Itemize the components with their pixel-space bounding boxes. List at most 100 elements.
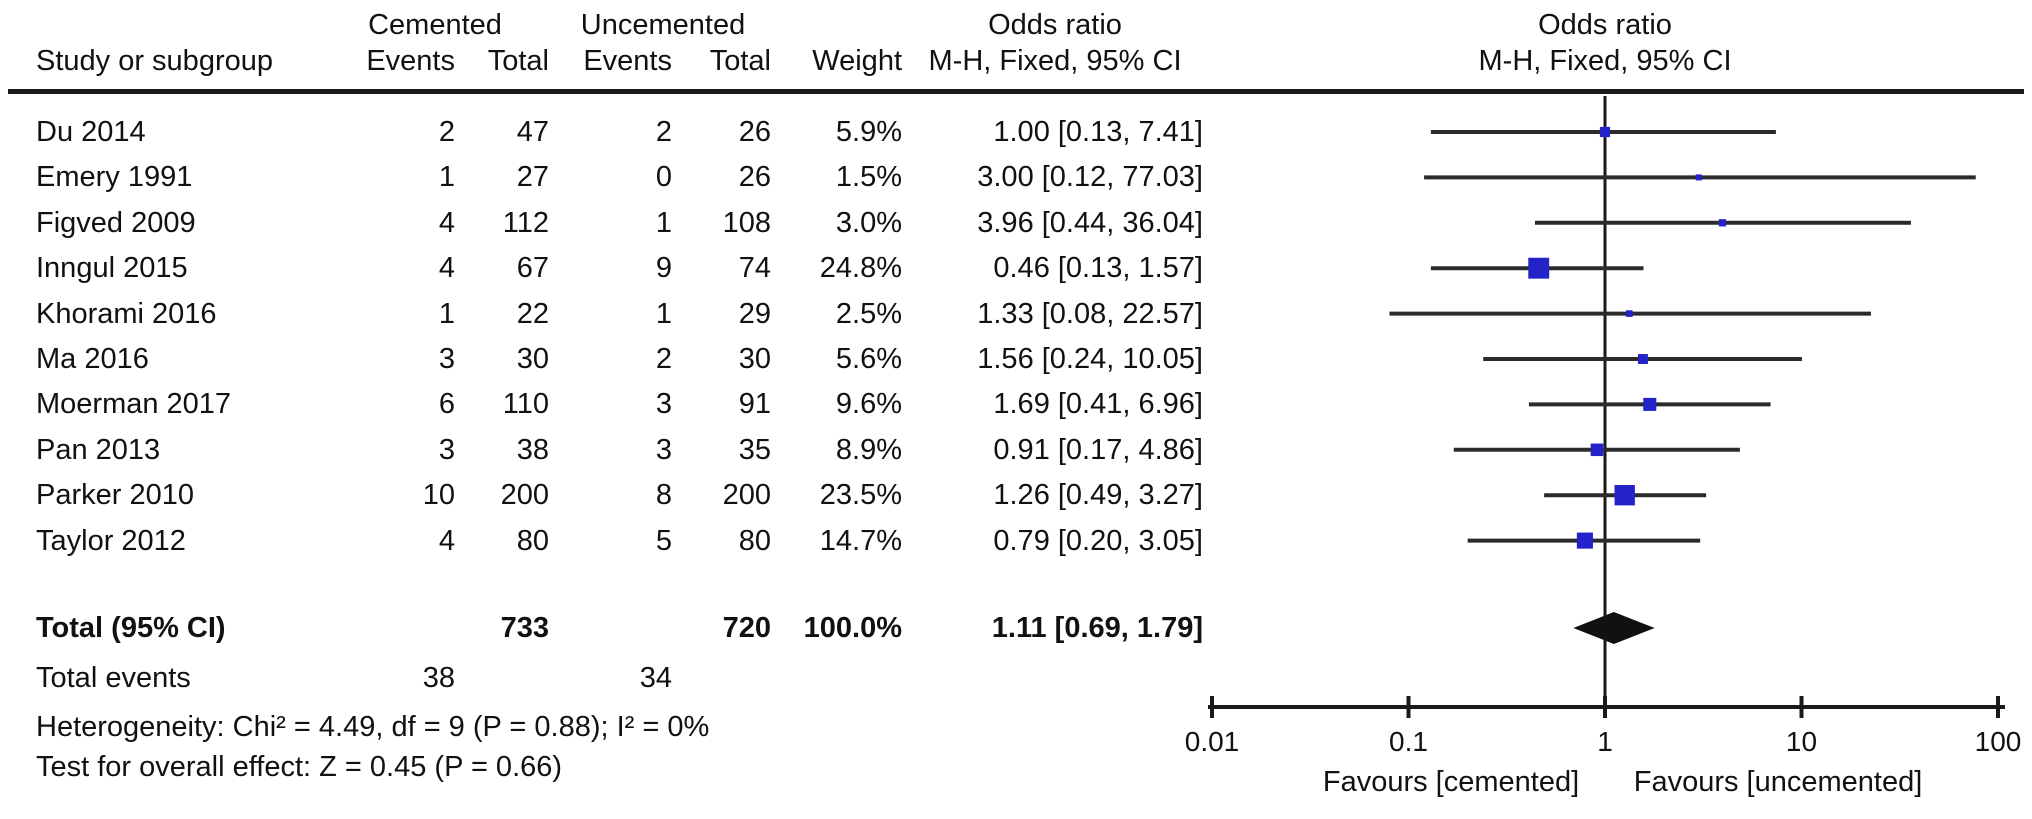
cemented-total-value: 200 (500, 479, 549, 512)
pooled-estimate-diamond (1573, 612, 1655, 644)
table-row: Pan 2013 3 38 3 35 8.9% 0.91 [0.17, 4.86] (0, 428, 1250, 472)
cemented-events-value: 3 (438, 433, 455, 466)
study-name: Du 2014 (36, 116, 146, 148)
table-row: Inngul 2015 4 67 9 74 24.8% 0.46 [0.13, 1.57] (0, 246, 1250, 290)
weight-value: 9.6% (835, 388, 902, 421)
table-row: Ma 2016 3 30 2 30 5.6% 1.56 [0.24, 10.05] (0, 337, 1250, 381)
odds-ratio-plot-title: Odds ratio (1538, 9, 1672, 41)
column-group-cemented: Cemented (368, 9, 502, 41)
axis-tick-label: 1 (1597, 726, 1613, 757)
total-row: Total (95% CI) 733 720 100.0% 1.11 [0.69, 1.… (0, 606, 1250, 650)
cemented-total-value: 112 (502, 206, 549, 239)
ci-text-value: 0.79 [0.20, 3.05] (993, 524, 1203, 557)
uncemented-total-value: 74 (738, 252, 771, 285)
odds-ratio-column-title: Odds ratio (988, 9, 1122, 41)
cemented-total-value: 67 (516, 252, 549, 285)
total-events-row: Total events 38 34 (0, 656, 1250, 700)
uncemented-total-value: 91 (738, 388, 771, 421)
uncemented-events-value: 5 (655, 524, 672, 557)
uncemented-events-header: Events (583, 45, 672, 77)
study-marker (1599, 126, 1611, 138)
weight-value: 1.5% (835, 161, 902, 194)
study-name: Moerman 2017 (36, 388, 232, 421)
total-uncemented-value: 720 (722, 612, 771, 644)
table-row: Du 2014 2 47 2 26 5.9% 1.00 [0.13, 7.41] (0, 110, 1250, 154)
study-marker (1643, 397, 1657, 411)
uncemented-events-value: 3 (655, 433, 672, 466)
uncemented-total-value: 30 (738, 343, 771, 375)
axis-tick-label: 100 (1974, 726, 2022, 757)
favours-right-label: Favours [uncemented] (1633, 766, 1923, 798)
study-name: Emery 1991 (36, 161, 193, 194)
cemented-total-value: 38 (516, 433, 549, 466)
weight-value: 3.0% (835, 206, 902, 239)
uncemented-events-value: 2 (655, 343, 672, 375)
overall-effect-text: Test for overall effect: Z = 0.45 (P = 0… (36, 751, 563, 783)
weight-value: 5.9% (835, 116, 902, 148)
table-row: Figved 2009 4 112 1 108 3.0% 3.96 [0.44, 36.04… (0, 201, 1250, 245)
cemented-events-header: Events (366, 45, 455, 77)
uncemented-events-value: 8 (655, 479, 672, 512)
total-weight-value: 100.0% (803, 612, 902, 644)
axis-tick-label: 10 (1785, 726, 1818, 757)
total-events-uncemented-value: 34 (639, 662, 672, 694)
cemented-events-value: 10 (422, 479, 455, 512)
cemented-events-value: 4 (438, 524, 455, 557)
total-ci-value: 1.11 [0.69, 1.79] (991, 612, 1203, 644)
cemented-total-value: 22 (516, 297, 549, 330)
ci-text-value: 3.96 [0.44, 36.04] (977, 206, 1203, 239)
header-divider-rule (8, 89, 2024, 94)
cemented-total-header: Total (487, 45, 549, 77)
uncemented-total-value: 80 (738, 524, 771, 557)
uncemented-events-value: 1 (655, 206, 672, 239)
odds-ratio-plot-subtitle: M-H, Fixed, 95% CI (1478, 45, 1732, 77)
study-name: Figved 2009 (36, 206, 196, 239)
uncemented-total-value: 26 (738, 116, 771, 148)
ci-text-value: 0.91 [0.17, 4.86] (993, 433, 1203, 466)
study-name: Khorami 2016 (36, 297, 217, 330)
cemented-total-value: 47 (516, 116, 549, 148)
column-group-uncemented: Uncemented (580, 9, 746, 41)
table-row: Taylor 2012 4 80 5 80 14.7% 0.79 [0.20, 3.05] (0, 519, 1250, 563)
cemented-events-value: 6 (438, 388, 455, 421)
total-events-label: Total events (36, 662, 191, 694)
study-marker (1626, 310, 1633, 317)
study-marker (1614, 485, 1635, 506)
study-marker (1576, 532, 1593, 549)
total-cemented-value: 733 (500, 612, 549, 644)
uncemented-total-value: 26 (738, 161, 771, 194)
ci-text-value: 0.46 [0.13, 1.57] (993, 252, 1203, 285)
total-row-label: Total (95% CI) (36, 612, 226, 644)
cemented-total-value: 110 (502, 388, 549, 421)
weight-value: 23.5% (819, 479, 902, 512)
cemented-events-value: 1 (438, 161, 455, 194)
study-marker (1637, 354, 1648, 364)
uncemented-total-value: 35 (738, 433, 771, 466)
uncemented-events-value: 3 (655, 388, 672, 421)
weight-header: Weight (812, 45, 902, 77)
cemented-total-value: 27 (516, 161, 549, 194)
uncemented-total-value: 29 (738, 297, 771, 330)
ci-text-value: 1.69 [0.41, 6.96] (993, 388, 1203, 421)
cemented-events-value: 1 (438, 297, 455, 330)
table-row: Parker 2010 10 200 8 200 23.5% 1.26 [0.49, 3.2… (0, 473, 1250, 517)
cemented-total-value: 80 (516, 524, 549, 557)
study-name: Inngul 2015 (36, 252, 188, 285)
weight-value: 14.7% (819, 524, 902, 557)
axis-tick-label: 0.1 (1389, 726, 1428, 757)
cemented-events-value: 3 (438, 343, 455, 375)
study-name: Taylor 2012 (36, 524, 186, 557)
favours-left-label: Favours [cemented] (1322, 766, 1580, 798)
ci-text-value: 1.56 [0.24, 10.05] (977, 343, 1203, 375)
cemented-events-value: 2 (438, 116, 455, 148)
ci-text-value: 1.26 [0.49, 3.27] (993, 479, 1203, 512)
ci-text-value: 1.00 [0.13, 7.41] (993, 116, 1203, 148)
uncemented-events-value: 0 (655, 161, 672, 194)
uncemented-total-header: Total (709, 45, 771, 77)
study-column-header: Study or subgroup (36, 45, 273, 77)
weight-value: 5.6% (835, 343, 902, 375)
heterogeneity-text: Heterogeneity: Chi² = 4.49, df = 9 (P = … (36, 711, 710, 743)
study-marker (1590, 443, 1604, 457)
study-name: Ma 2016 (36, 343, 149, 375)
